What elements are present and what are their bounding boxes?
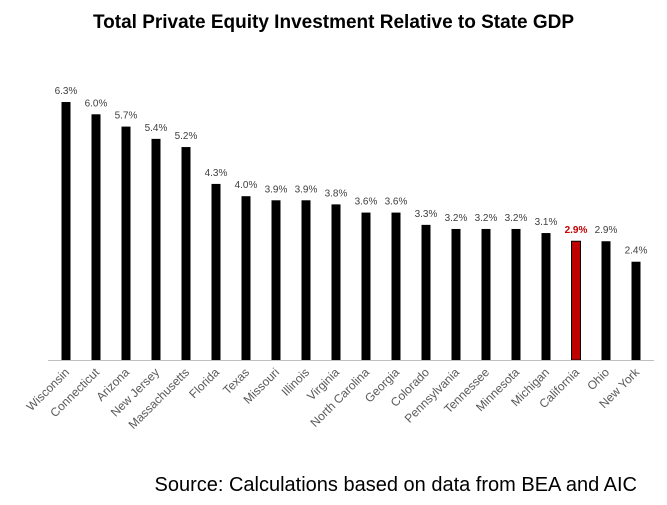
value-label-colorado: 3.3% <box>415 209 438 220</box>
value-label-new-jersey: 5.4% <box>145 123 168 134</box>
value-label-texas: 4.0% <box>235 180 258 191</box>
bar-texas <box>241 196 251 360</box>
bar-missouri <box>271 200 281 360</box>
bar-tennessee <box>481 228 491 360</box>
source-note: Source: Calculations based on data from … <box>154 474 637 496</box>
bar-new-york <box>631 261 641 360</box>
value-label-california: 2.9% <box>565 225 588 236</box>
chart-title: Total Private Equity Investment Relative… <box>92 12 575 33</box>
bar-colorado <box>421 224 431 360</box>
value-label-new-york: 2.4% <box>625 246 648 257</box>
value-label-ohio: 2.9% <box>595 225 618 236</box>
value-label-florida: 4.3% <box>205 168 228 179</box>
bar-arizona <box>121 126 131 361</box>
value-label-minnesota: 3.2% <box>505 213 528 224</box>
value-label-arizona: 5.7% <box>115 111 138 122</box>
bar-california <box>571 240 581 361</box>
bar-michigan <box>541 233 551 360</box>
tick-label-florida: Florida <box>186 365 222 401</box>
bar-north-carolina <box>361 212 371 360</box>
bar-wisconsin <box>61 102 71 360</box>
value-label-connecticut: 6.0% <box>85 98 108 109</box>
bar-florida <box>211 183 221 360</box>
value-label-pennsylvania: 3.2% <box>445 213 468 224</box>
bar-chart: 6.3% 6.0% 5.7% 5.4% 5.2% 4.3% 4.0% 3.9% 3.9% 3.8%… <box>24 86 654 432</box>
value-label-massachusetts: 5.2% <box>175 131 198 142</box>
value-label-illinois: 3.9% <box>295 184 318 195</box>
bar-georgia <box>391 212 401 360</box>
bar-new-jersey <box>151 138 161 360</box>
bar-massachusetts <box>181 147 191 360</box>
bar-virginia <box>331 204 341 360</box>
value-label-north-carolina: 3.6% <box>355 197 378 208</box>
bar-pennsylvania <box>451 228 461 360</box>
value-label-wisconsin: 6.3% <box>55 86 78 97</box>
value-label-missouri: 3.9% <box>265 184 288 195</box>
bar-ohio <box>601 241 611 360</box>
value-label-tennessee: 3.2% <box>475 213 498 224</box>
value-label-michigan: 3.1% <box>535 217 558 228</box>
value-label-georgia: 3.6% <box>385 197 408 208</box>
bar-connecticut <box>91 114 101 360</box>
bars-layer <box>61 102 641 361</box>
value-labels-layer: 6.3% 6.0% 5.7% 5.4% 5.2% 4.3% 4.0% 3.9% 3.9% 3.8%… <box>55 86 648 257</box>
bar-minnesota <box>511 228 521 360</box>
bar-illinois <box>301 200 311 360</box>
value-label-virginia: 3.8% <box>325 188 348 199</box>
